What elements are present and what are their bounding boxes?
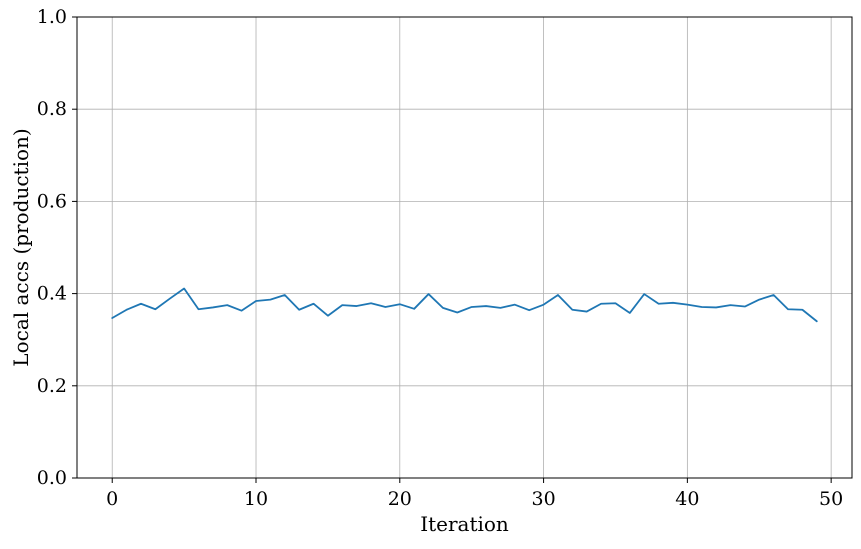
series-line — [111, 287, 818, 323]
y-axis-label: Local accs (production) — [9, 128, 33, 366]
y-tick-label: 0.0 — [37, 467, 67, 489]
y-tick-label: 0.2 — [37, 375, 67, 397]
y-tick-label: 0.8 — [37, 98, 67, 120]
series-layer — [111, 287, 818, 323]
y-tick-label: 0.6 — [37, 190, 67, 212]
x-tick-label: 20 — [388, 488, 412, 510]
y-tick-label: 0.4 — [37, 283, 67, 305]
x-tick-label: 40 — [675, 488, 699, 510]
plot-frame — [76, 16, 853, 479]
x-tick-label: 10 — [244, 488, 268, 510]
ticks: 0 10 20 30 40 50 0.0 0.2 0.4 0.6 0.8 1.0 — [37, 6, 843, 510]
x-axis-label: Iteration — [420, 512, 509, 536]
x-tick-label: 0 — [106, 488, 118, 510]
x-tick-label: 30 — [531, 488, 555, 510]
x-tick-label: 50 — [819, 488, 843, 510]
y-tick-label: 1.0 — [37, 6, 67, 28]
